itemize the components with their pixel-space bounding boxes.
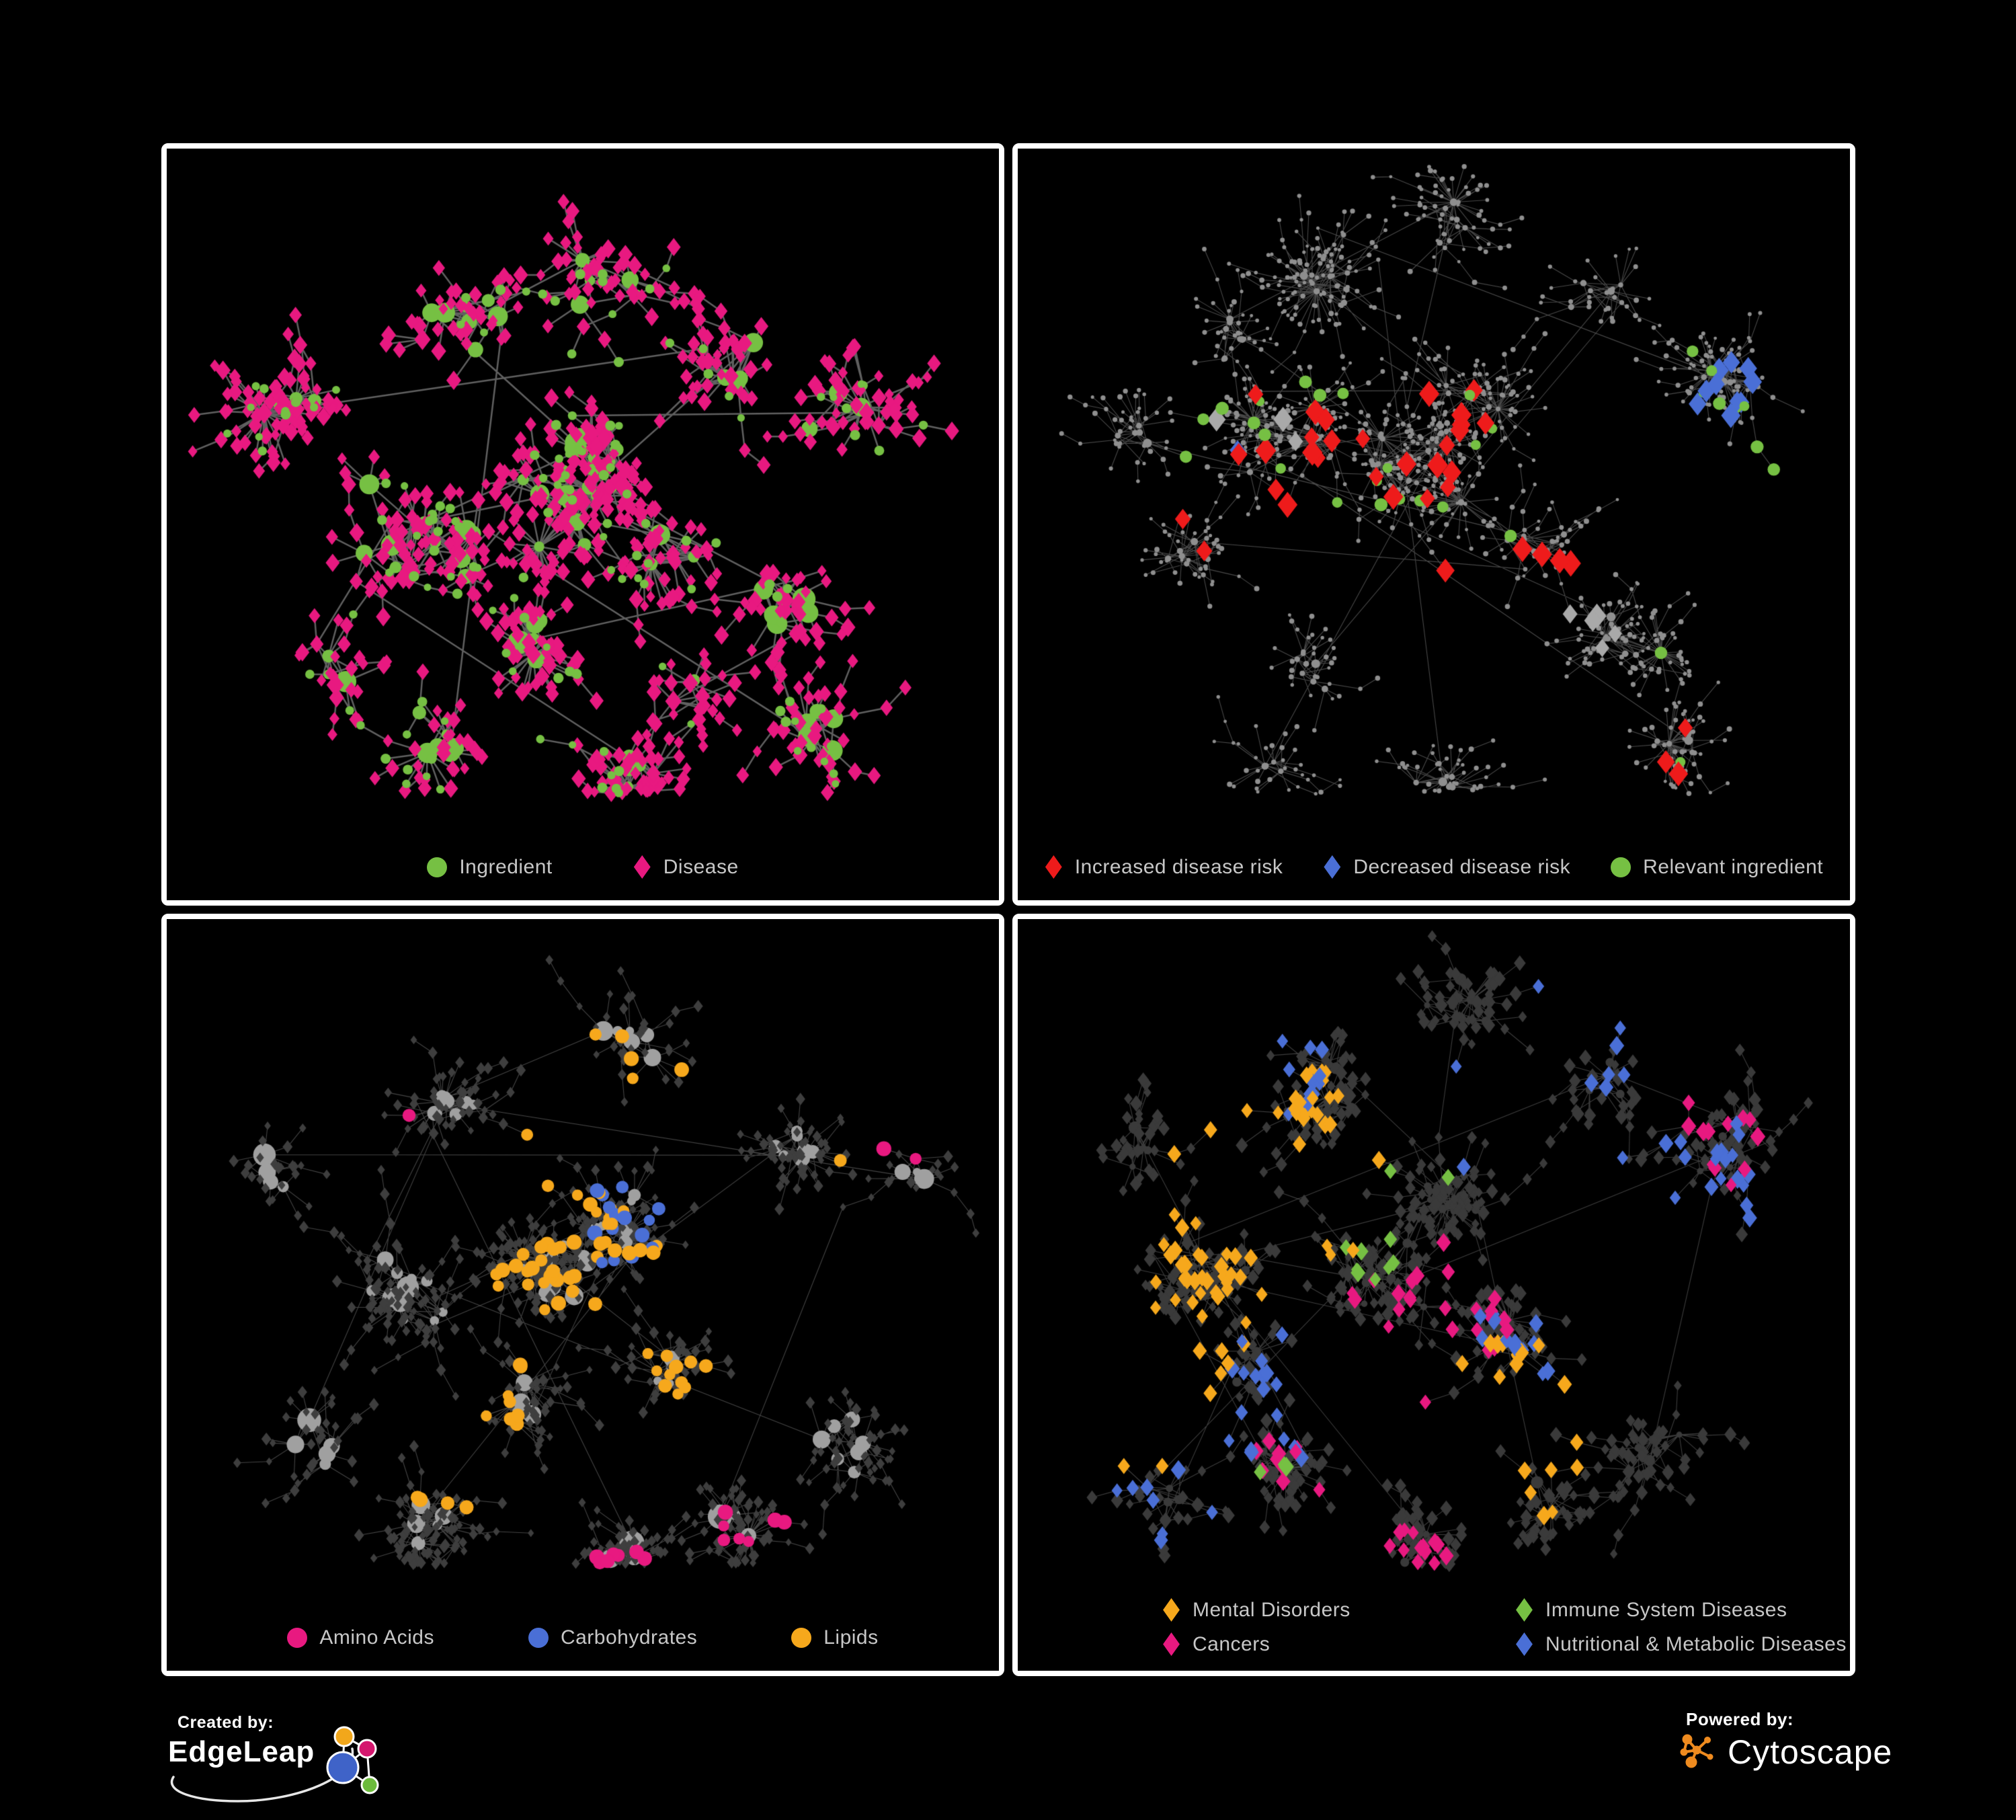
- legend-item-cancers: Cancers: [1162, 1632, 1515, 1656]
- legend-label-carbohydrates: Carbohydrates: [560, 1626, 698, 1649]
- edgeleap-wordmark: EdgeLeap: [168, 1735, 315, 1768]
- legend-label-ingredient: Ingredient: [459, 855, 553, 878]
- increased-risk-marker-icon: [1045, 855, 1062, 879]
- decreased-risk-marker-icon: [1324, 855, 1341, 879]
- powered-by-block: Powered by:: [1679, 1709, 1892, 1773]
- legend-ingredient-disease: Ingredient Disease: [167, 855, 999, 879]
- legend-label-disease: Disease: [663, 855, 739, 878]
- created-by-block: Created by: EdgeLeap: [168, 1713, 385, 1803]
- powered-by-label: Powered by:: [1686, 1709, 1794, 1729]
- immune-system-marker-icon: [1516, 1598, 1533, 1622]
- legend-label-mental-disorders: Mental Disorders: [1193, 1598, 1350, 1621]
- lipids-marker-icon: [791, 1628, 812, 1648]
- panel-disease-risk: Increased disease risk Decreased disease…: [1012, 143, 1855, 906]
- network-canvas-disease-risk: [1018, 149, 1850, 900]
- legend-item-relevant-ingredient: Relevant ingredient: [1611, 856, 1823, 879]
- disease-marker-icon: [633, 855, 651, 879]
- ingredient-marker-icon: [427, 857, 448, 877]
- cytoscape-network-icon: [1680, 1734, 1713, 1768]
- panel-ingredient-disease: Ingredient Disease: [161, 143, 1004, 906]
- legend-item-amino-acids: Amino Acids: [287, 1626, 434, 1649]
- legend-label-cancers: Cancers: [1193, 1632, 1271, 1655]
- panel-disease-categories: Mental Disorders Immune System Diseases …: [1012, 914, 1855, 1676]
- legend-label-nutritional-metabolic-diseases: Nutritional & Metabolic Diseases: [1545, 1632, 1847, 1655]
- edgeleap-logo: EdgeLeap: [168, 1726, 385, 1803]
- legend-label-decreased-risk: Decreased disease risk: [1353, 855, 1571, 878]
- nutritional-metabolic-marker-icon: [1516, 1632, 1533, 1656]
- cytoscape-logo: Cytoscape: [1679, 1731, 1892, 1773]
- legend-label-relevant-ingredient: Relevant ingredient: [1643, 855, 1824, 878]
- legend-item-disease: Disease: [633, 855, 739, 879]
- legend-item-carbohydrates: Carbohydrates: [528, 1626, 697, 1649]
- legend-item-decreased-risk: Decreased disease risk: [1323, 855, 1570, 879]
- legend-item-lipids: Lipids: [791, 1626, 878, 1649]
- legend-label-immune-system-diseases: Immune System Diseases: [1545, 1598, 1787, 1621]
- network-canvas-nutrient-classes: [167, 919, 999, 1671]
- legend-label-increased-risk: Increased disease risk: [1074, 855, 1283, 878]
- legend-item-immune-system-diseases: Immune System Diseases: [1515, 1598, 1847, 1622]
- relevant-ingredient-marker-icon: [1611, 857, 1631, 877]
- legend-disease-categories: Mental Disorders Immune System Diseases …: [1162, 1598, 1847, 1656]
- panel-nutrient-classes: Amino Acids Carbohydrates Lipids: [161, 914, 1004, 1676]
- carbohydrates-marker-icon: [528, 1628, 549, 1648]
- cytoscape-wordmark: Cytoscape: [1728, 1733, 1893, 1771]
- legend-item-ingredient: Ingredient: [427, 856, 552, 879]
- mental-disorders-marker-icon: [1163, 1598, 1180, 1622]
- legend-nutrient-classes: Amino Acids Carbohydrates Lipids: [167, 1626, 999, 1649]
- cancers-marker-icon: [1163, 1632, 1180, 1656]
- legend-item-nutritional-metabolic-diseases: Nutritional & Metabolic Diseases: [1515, 1632, 1847, 1656]
- legend-disease-risk: Increased disease risk Decreased disease…: [1018, 855, 1850, 879]
- legend-item-mental-disorders: Mental Disorders: [1162, 1598, 1515, 1622]
- created-by-label: Created by:: [177, 1713, 274, 1732]
- network-canvas-disease-categories: [1018, 919, 1850, 1671]
- legend-label-amino-acids: Amino Acids: [319, 1626, 434, 1649]
- network-canvas-ingredient-disease: [167, 149, 999, 900]
- amino-acids-marker-icon: [287, 1628, 308, 1648]
- legend-label-lipids: Lipids: [823, 1626, 879, 1649]
- legend-item-increased-risk: Increased disease risk: [1045, 855, 1283, 879]
- edgeleap-network-icon: [326, 1726, 379, 1794]
